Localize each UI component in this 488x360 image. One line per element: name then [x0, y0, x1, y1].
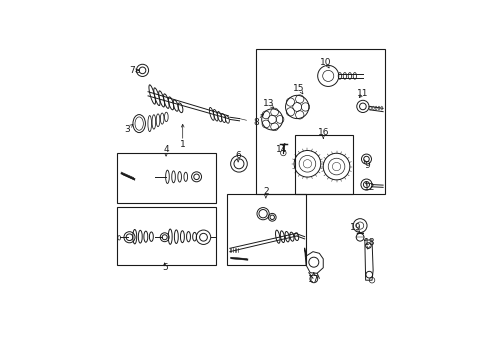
- Text: 18: 18: [363, 238, 374, 247]
- Text: 19: 19: [349, 223, 361, 232]
- Text: 7: 7: [129, 66, 135, 75]
- Text: 4: 4: [163, 145, 168, 154]
- Text: 11: 11: [356, 89, 368, 98]
- Bar: [117, 207, 216, 265]
- Text: 16: 16: [317, 128, 328, 137]
- Bar: [294, 135, 352, 194]
- Text: 15: 15: [293, 84, 304, 93]
- Text: 6: 6: [235, 151, 241, 160]
- Text: 12: 12: [364, 183, 375, 192]
- Text: 17: 17: [307, 275, 319, 284]
- Text: 9: 9: [364, 161, 369, 170]
- Text: 5: 5: [162, 263, 167, 272]
- Bar: [135, 69, 139, 72]
- Text: 2: 2: [263, 187, 268, 196]
- Bar: [117, 153, 216, 203]
- Text: 1: 1: [180, 140, 185, 149]
- Text: 10: 10: [319, 58, 330, 67]
- Text: 3: 3: [124, 125, 130, 134]
- Bar: [226, 194, 305, 265]
- Text: 14: 14: [275, 145, 287, 154]
- Text: 13: 13: [263, 99, 274, 108]
- Text: 8: 8: [253, 118, 259, 127]
- Bar: [256, 49, 384, 194]
